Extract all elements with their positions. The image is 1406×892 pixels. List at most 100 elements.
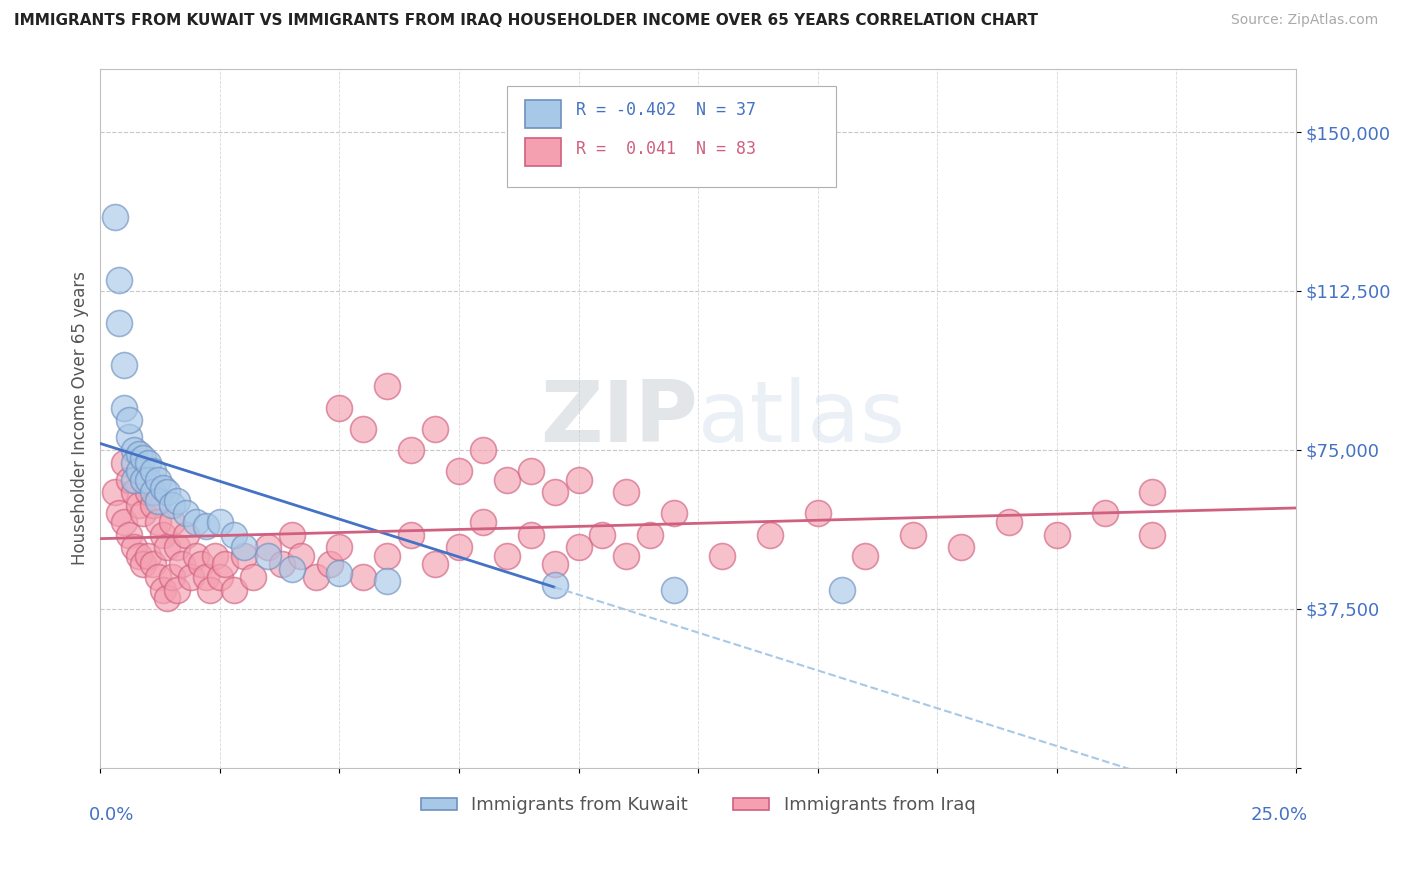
Point — [122, 485, 145, 500]
Point — [256, 541, 278, 555]
Point — [166, 582, 188, 597]
Point — [1046, 527, 1069, 541]
Point — [759, 527, 782, 541]
Point — [328, 541, 350, 555]
Point — [375, 549, 398, 563]
Point — [423, 558, 446, 572]
Point — [108, 316, 131, 330]
Point — [128, 447, 150, 461]
Point — [471, 515, 494, 529]
Point — [710, 549, 733, 563]
Text: R = -0.402  N = 37: R = -0.402 N = 37 — [576, 102, 756, 120]
Point — [495, 549, 517, 563]
Point — [638, 527, 661, 541]
Point — [160, 570, 183, 584]
Point — [136, 473, 159, 487]
Point — [447, 541, 470, 555]
Point — [662, 582, 685, 597]
Point — [152, 582, 174, 597]
Point — [567, 473, 589, 487]
Point — [495, 473, 517, 487]
Text: R =  0.041  N = 83: R = 0.041 N = 83 — [576, 140, 756, 158]
Point — [108, 507, 131, 521]
Point — [118, 430, 141, 444]
Legend: Immigrants from Kuwait, Immigrants from Iraq: Immigrants from Kuwait, Immigrants from … — [413, 789, 983, 822]
Point — [423, 422, 446, 436]
Point — [128, 464, 150, 478]
Point — [543, 558, 565, 572]
Point — [200, 582, 222, 597]
Point — [567, 541, 589, 555]
Point — [614, 549, 637, 563]
Point — [166, 493, 188, 508]
Point — [132, 507, 155, 521]
Point — [118, 473, 141, 487]
Point — [242, 570, 264, 584]
Point — [180, 570, 202, 584]
Text: 25.0%: 25.0% — [1250, 806, 1308, 824]
Point — [950, 541, 973, 555]
Point — [903, 527, 925, 541]
Point — [128, 498, 150, 512]
Point — [519, 527, 541, 541]
Point — [271, 558, 294, 572]
Point — [256, 549, 278, 563]
Point — [194, 519, 217, 533]
Point — [146, 515, 169, 529]
Point — [375, 379, 398, 393]
Point — [304, 570, 326, 584]
Point — [156, 485, 179, 500]
Point — [128, 549, 150, 563]
Point — [122, 541, 145, 555]
Point — [399, 527, 422, 541]
Point — [152, 481, 174, 495]
Point — [160, 515, 183, 529]
Point — [142, 498, 165, 512]
Point — [280, 527, 302, 541]
Point — [399, 442, 422, 457]
Point — [122, 473, 145, 487]
Point — [543, 578, 565, 592]
Point — [184, 515, 207, 529]
Point — [132, 451, 155, 466]
Point — [319, 558, 342, 572]
Point — [232, 541, 254, 555]
Point — [176, 527, 198, 541]
Point — [352, 570, 374, 584]
Point — [152, 527, 174, 541]
Point — [160, 498, 183, 512]
Point — [591, 527, 613, 541]
Point — [184, 549, 207, 563]
Text: atlas: atlas — [697, 376, 905, 459]
Point — [156, 591, 179, 606]
Point — [662, 507, 685, 521]
Point — [146, 570, 169, 584]
Point — [328, 401, 350, 415]
Point — [112, 401, 135, 415]
Point — [1142, 527, 1164, 541]
Point — [132, 558, 155, 572]
Point — [204, 549, 226, 563]
Point — [112, 358, 135, 372]
Point — [375, 574, 398, 589]
Point — [122, 456, 145, 470]
Point — [166, 541, 188, 555]
Point — [519, 464, 541, 478]
Point — [998, 515, 1021, 529]
Point — [118, 413, 141, 427]
Point — [112, 456, 135, 470]
Text: 0.0%: 0.0% — [89, 806, 134, 824]
Point — [104, 485, 127, 500]
Point — [142, 558, 165, 572]
Point — [136, 485, 159, 500]
Point — [122, 442, 145, 457]
Point — [142, 464, 165, 478]
Point — [142, 485, 165, 500]
Point — [807, 507, 830, 521]
Point — [214, 558, 236, 572]
Point — [108, 273, 131, 287]
Point — [104, 210, 127, 224]
Point — [194, 570, 217, 584]
Point — [224, 527, 246, 541]
Point — [614, 485, 637, 500]
